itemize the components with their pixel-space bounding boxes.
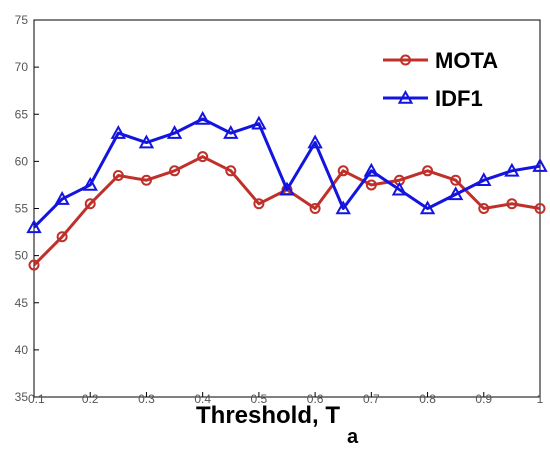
x-tick-label: 0.4	[194, 392, 211, 406]
data-point-triangle	[54, 191, 70, 205]
data-point-triangle	[26, 219, 42, 234]
y-tick-label: 45	[15, 296, 29, 310]
series-line-idf1	[32, 117, 541, 229]
x-tick-label: 0.1	[28, 392, 45, 406]
data-point-circle	[506, 198, 518, 210]
data-point-triangle	[504, 162, 520, 177]
y-tick-label: 55	[15, 202, 29, 216]
x-tick-label: 0.9	[475, 392, 492, 406]
data-point-circle	[422, 165, 434, 177]
series-lines	[26, 110, 548, 271]
series-idf1	[26, 110, 548, 234]
data-point-circle	[140, 174, 152, 186]
data-point-triangle	[279, 181, 295, 196]
legend-label: IDF1	[435, 86, 483, 111]
x-tick-label: 0.3	[138, 392, 155, 406]
y-tick-label: 35	[15, 390, 29, 404]
data-point-triangle	[110, 125, 127, 139]
plot-frame	[33, 19, 541, 398]
data-point-circle	[478, 203, 490, 214]
x-tick-label: 0.7	[363, 392, 380, 406]
x-tick-label: 0.2	[82, 392, 99, 406]
data-point-triangle	[82, 176, 98, 191]
data-point-triangle	[419, 200, 436, 215]
y-tick-label: 50	[15, 249, 29, 263]
data-point-triangle	[138, 134, 155, 149]
data-point-circle	[253, 198, 265, 210]
x-tick-label: 1	[537, 392, 544, 406]
data-point-triangle	[447, 186, 464, 201]
x-axis-ticks: 0.1 0.2 0.3 0.4 0.5 0.6 0.7 0.8 0.9 1	[28, 392, 544, 406]
x-axis-label-subscript: a	[347, 426, 359, 448]
data-point-circle	[365, 179, 377, 191]
data-point-circle	[112, 170, 124, 182]
y-tick-label: 60	[15, 154, 29, 168]
data-point-circle	[337, 165, 349, 177]
data-point-triangle	[397, 89, 414, 104]
data-point-triangle	[363, 162, 380, 177]
data-point-circle	[28, 259, 40, 271]
data-point-circle	[450, 174, 462, 186]
data-point-circle	[197, 151, 209, 163]
data-point-triangle	[307, 134, 323, 149]
data-point-triangle	[391, 181, 408, 196]
x-tick-label: 0.8	[419, 392, 436, 406]
data-point-circle	[56, 231, 68, 243]
x-tick-label: 0.5	[251, 392, 268, 406]
data-point-triangle	[223, 125, 239, 139]
series-mota	[28, 151, 546, 271]
x-tick-label: 0.6	[307, 392, 324, 406]
data-point-triangle	[194, 110, 211, 125]
y-tick-label: 40	[15, 343, 29, 357]
data-point-circle	[400, 54, 411, 66]
data-point-triangle	[532, 158, 548, 172]
data-point-circle	[84, 198, 96, 210]
data-point-triangle	[251, 115, 267, 130]
data-point-circle	[534, 203, 546, 214]
data-point-circle	[309, 203, 321, 214]
y-axis-ticks: 35 40 45 50 55 60 65 70 75	[15, 13, 39, 404]
y-tick-label: 70	[15, 60, 29, 74]
plot-area-border	[33, 19, 541, 398]
legend: MOTA IDF1	[383, 48, 498, 111]
legend-item-mota: MOTA	[383, 48, 498, 73]
data-point-triangle	[476, 172, 492, 187]
data-point-triangle	[166, 125, 183, 139]
y-tick-label: 65	[15, 107, 29, 121]
data-point-circle	[225, 165, 237, 177]
legend-label: MOTA	[435, 48, 498, 73]
legend-item-idf1: IDF1	[383, 86, 483, 111]
y-tick-label: 75	[15, 13, 29, 27]
x-axis-label: Threshold, T	[196, 402, 340, 429]
data-point-circle	[169, 165, 181, 177]
data-point-triangle	[335, 200, 351, 215]
series-line-mota	[32, 155, 541, 267]
